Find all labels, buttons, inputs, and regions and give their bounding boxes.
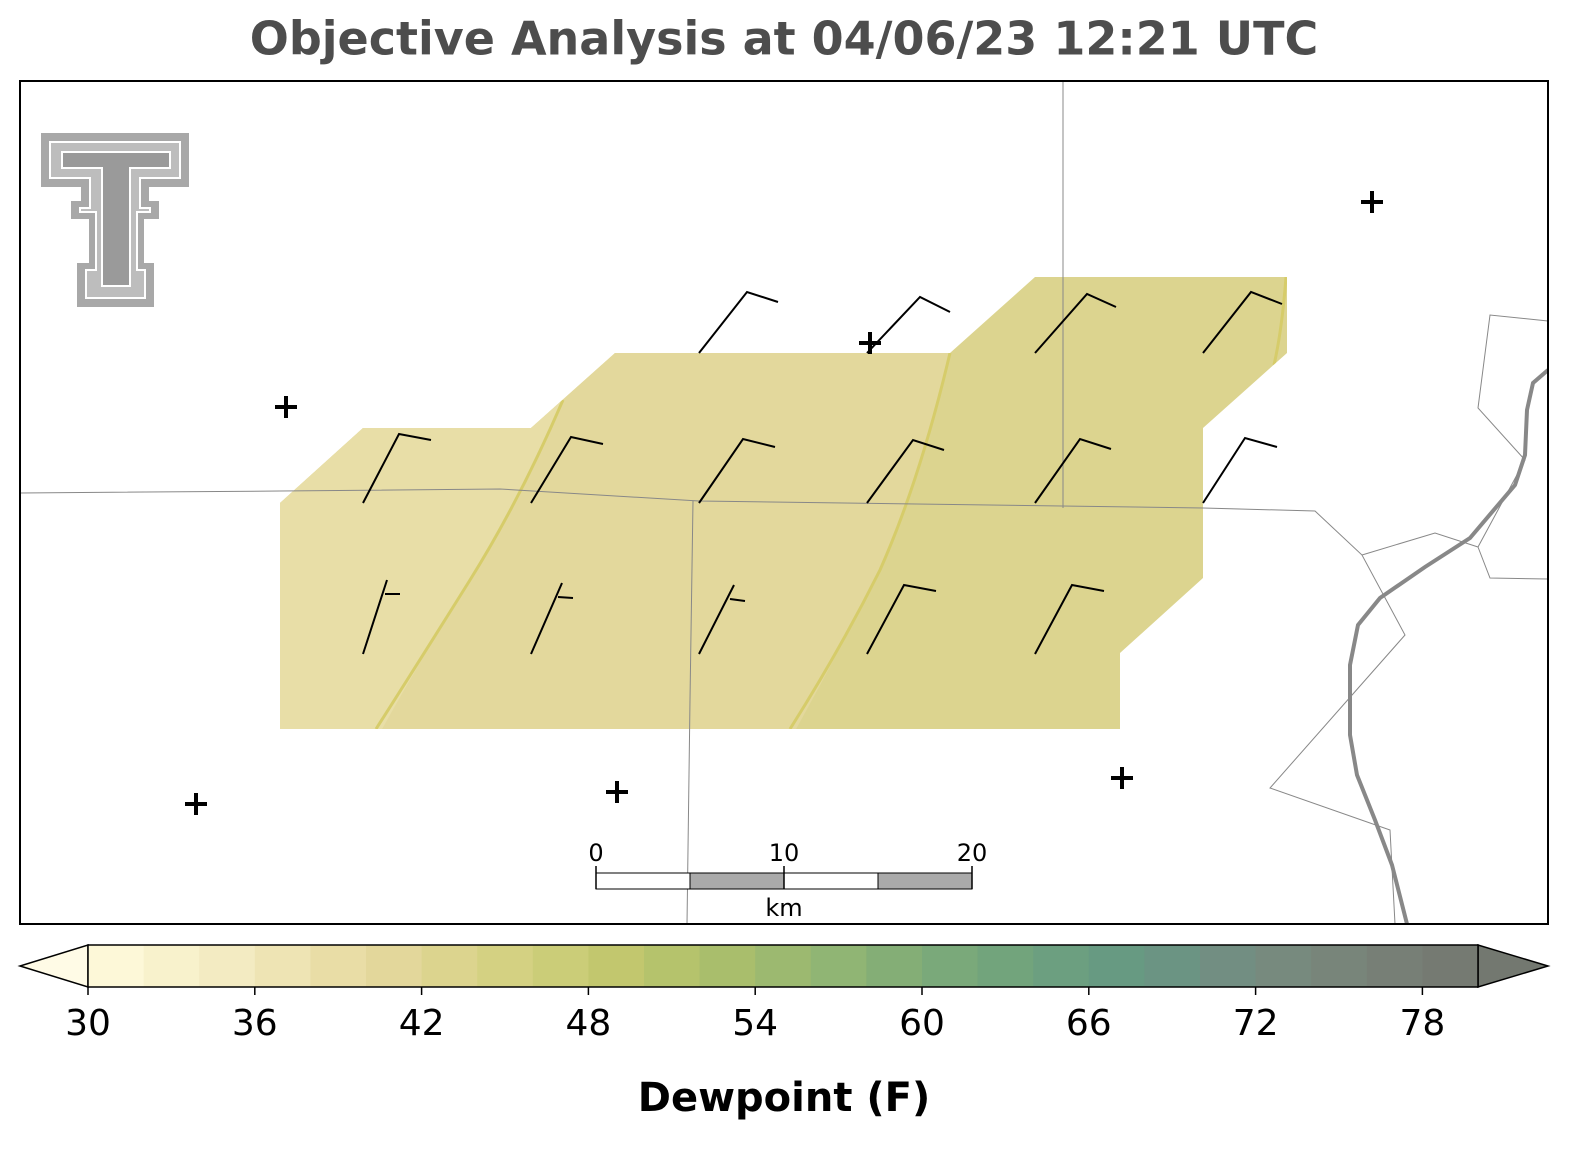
scalebar-tick-label: 10: [769, 839, 800, 867]
station: [185, 793, 207, 815]
boundary: [1361, 314, 1548, 556]
colorbar-segment: [1311, 945, 1368, 987]
colorbar-segment: [1144, 945, 1201, 987]
colorbar-segment: [88, 945, 145, 987]
colorbar-segment: [1255, 945, 1312, 987]
map: km 0 10 20: [20, 81, 1548, 924]
colorbar-segment: [1200, 945, 1257, 987]
colorbar-segment: [699, 945, 756, 987]
scalebar-unit: km: [765, 894, 802, 922]
wind-barb: [1034, 437, 1112, 504]
colorbar-tick-label: 60: [899, 1003, 945, 1044]
colorbar-segment: [1422, 945, 1479, 987]
colorbar-segment: [532, 945, 589, 987]
colorbar-tick-label: 54: [732, 1003, 778, 1044]
colorbar-segment: [477, 945, 534, 987]
scalebar-tick-label: 0: [588, 839, 603, 867]
colorbar-segment: [366, 945, 423, 987]
colorbar-segment: [1088, 945, 1145, 987]
colorbar-tick-label: 72: [1233, 1003, 1279, 1044]
colorbar-tick-label: 48: [565, 1003, 611, 1044]
scalebar-segment: [877, 872, 973, 890]
map-frame: [19, 80, 1549, 925]
boundary: [1477, 546, 1548, 580]
station: [1111, 767, 1133, 789]
scalebar-tick-label: 20: [957, 839, 988, 867]
colorbar-segment: [143, 945, 200, 987]
wind-barb: [530, 582, 574, 655]
scalebar-segment: [689, 872, 785, 890]
wind-barb: [362, 432, 432, 504]
colorbar-segment: [310, 945, 367, 987]
colorbar-segment: [199, 945, 256, 987]
colorbar-segment: [755, 945, 812, 987]
colorbar-tick-label: 78: [1399, 1003, 1445, 1044]
colorbar-segment: [1366, 945, 1423, 987]
wind-barb: [866, 583, 937, 655]
wind-barb: [362, 579, 400, 655]
colorbar-segment: [254, 945, 311, 987]
wind-barb: [866, 295, 951, 354]
wind-barb: [1202, 436, 1278, 504]
wind-barb: [530, 435, 604, 504]
colorbar: 30 36 42 48 54 60 66 72 78: [17, 943, 1551, 1044]
dewpoint-field: [280, 277, 1287, 729]
station: [606, 781, 628, 803]
colorbar-segment: [810, 945, 867, 987]
scalebar-segment: [783, 872, 879, 890]
colorbar-segment: [421, 945, 478, 987]
boundary: [686, 500, 694, 924]
colorbar-segment: [588, 945, 645, 987]
colorbar-tick-label: 30: [65, 1003, 111, 1044]
wind-barbs: [362, 290, 1283, 655]
colorbar-frame: [87, 944, 1479, 988]
colorbar-tick-label: 36: [232, 1003, 278, 1044]
colorbar-segment: [977, 945, 1034, 987]
wind-barb: [1034, 292, 1117, 354]
station: [275, 396, 297, 418]
colorbar-segment: [644, 945, 701, 987]
boundary: [20, 488, 1406, 924]
wind-barb: [698, 437, 776, 504]
station: [859, 332, 881, 354]
state-boundary: [1348, 368, 1548, 924]
wind-barb: [698, 584, 746, 655]
scalebar-segment: [595, 872, 691, 890]
colorbar-segment: [866, 945, 923, 987]
colorbar-extend-high: [1477, 943, 1551, 989]
colorbar-tick-label: 42: [399, 1003, 445, 1044]
colorbar-tick-label: 66: [1066, 1003, 1112, 1044]
colorbar-extend-low: [17, 943, 89, 989]
stations: [185, 191, 1383, 815]
wind-barb: [698, 290, 779, 354]
wind-barb: [866, 438, 945, 504]
scalebar-ticks: 0 10 20: [588, 839, 987, 889]
logo: [39, 131, 191, 309]
station: [1361, 191, 1383, 213]
colorbar-segment: [1033, 945, 1090, 987]
colorbar-label: Dewpoint (F): [638, 1075, 931, 1121]
wind-barb: [1034, 583, 1105, 655]
title: Objective Analysis at 04/06/23 12:21 UTC: [250, 12, 1319, 66]
wind-barb: [1202, 290, 1283, 354]
colorbar-segment: [922, 945, 979, 987]
